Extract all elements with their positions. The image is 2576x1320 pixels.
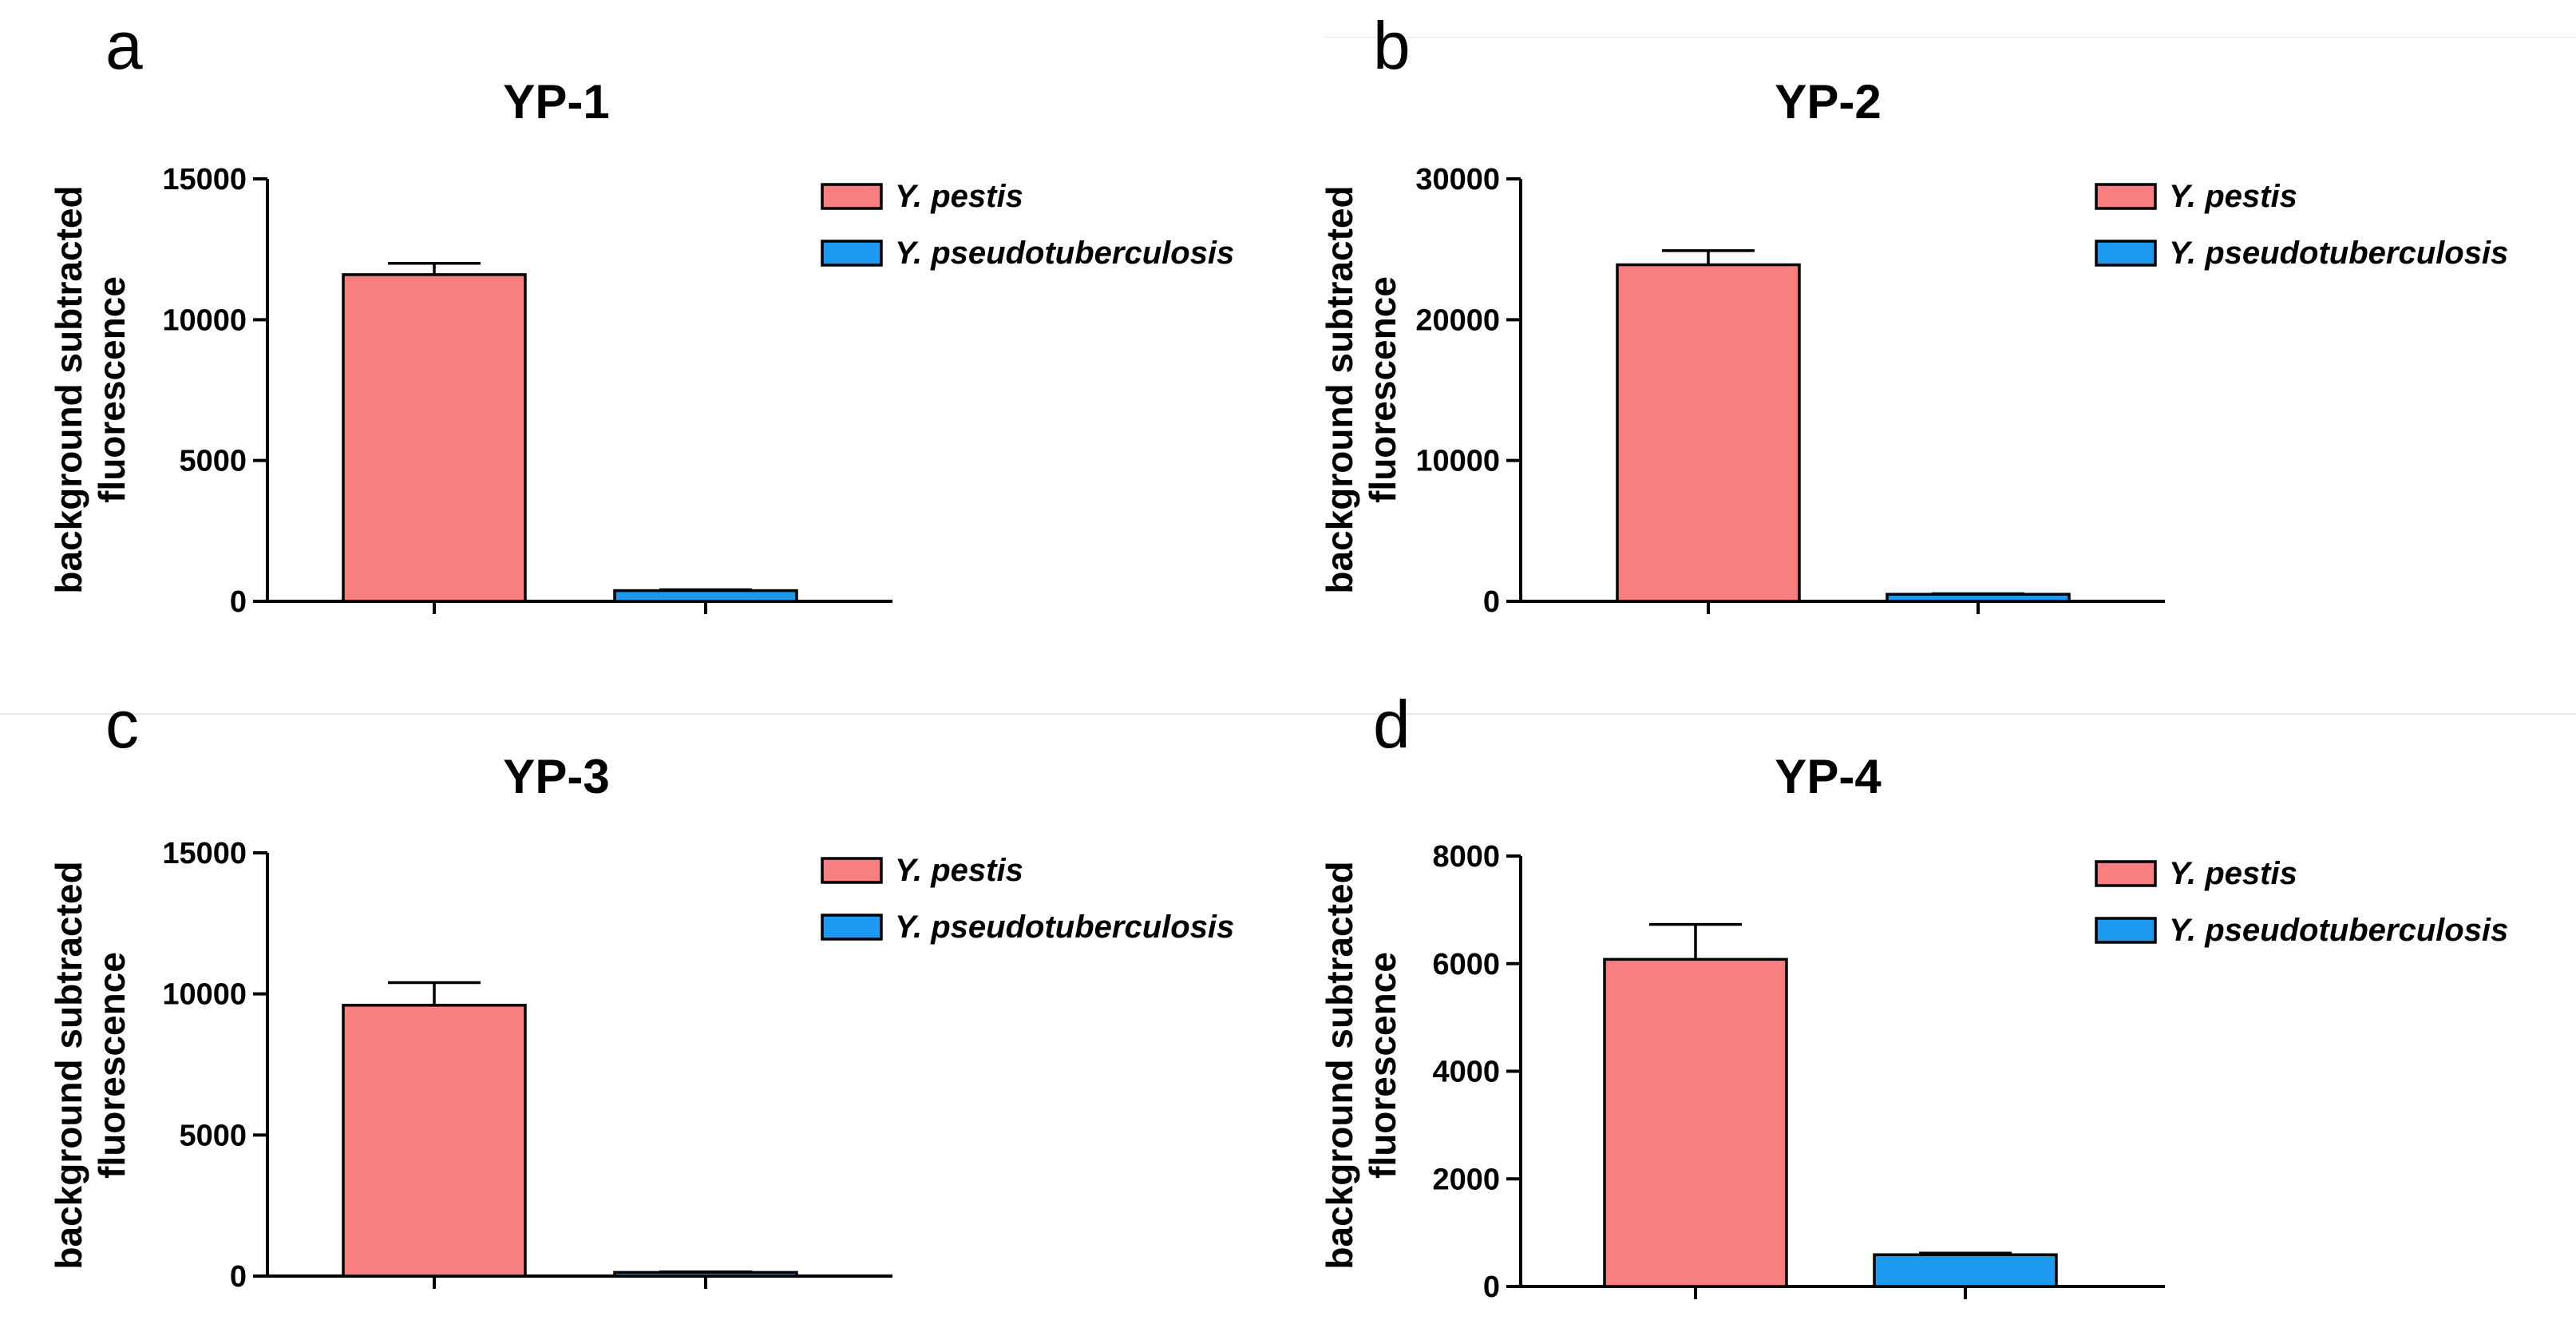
legend-swatch-pseudo bbox=[2095, 917, 2157, 944]
y-axis-label-line: fluorescence bbox=[91, 276, 133, 503]
chart-title: YP-2 bbox=[1775, 75, 1881, 129]
legend-label-pestis: Y. pestis bbox=[2169, 179, 2297, 214]
y-tick-label: 10000 bbox=[1415, 445, 1500, 478]
y-tick-label: 10000 bbox=[162, 303, 247, 337]
y-axis-label: background subtractedfluorescence bbox=[48, 185, 133, 593]
y-axis-label-line: background subtracted bbox=[1319, 861, 1360, 1269]
legend-label-pestis: Y. pestis bbox=[895, 853, 1023, 888]
chart-title: YP-4 bbox=[1775, 750, 1882, 803]
y-axis-label-line: background subtracted bbox=[48, 185, 89, 593]
legend: Y. pestis Y. pseudotuberculosis bbox=[821, 179, 1234, 271]
y-axis-label-line: background subtracted bbox=[48, 861, 89, 1269]
panel-letter: c bbox=[105, 687, 139, 762]
legend-label-pseudo: Y. pseudotuberculosis bbox=[2169, 236, 2508, 271]
horizontal-divider bbox=[0, 713, 2576, 715]
legend-swatch-pestis bbox=[821, 183, 883, 210]
y-axis-label-line: fluorescence bbox=[91, 952, 133, 1179]
y-tick-label: 20000 bbox=[1415, 303, 1500, 337]
panel-letter: a bbox=[105, 8, 143, 83]
legend-swatch-pseudo bbox=[821, 914, 883, 941]
y-tick-label: 8000 bbox=[1432, 840, 1500, 874]
y-tick-label: 5000 bbox=[179, 445, 247, 478]
chart-panel-b: b YP-2 background subtractedfluorescence 0 1… bbox=[1319, 8, 2508, 619]
y-tick-label: 6000 bbox=[1432, 948, 1500, 981]
y-tick-label: 30000 bbox=[1415, 163, 1500, 196]
panel-letter: b bbox=[1373, 8, 1411, 83]
legend-label-pseudo: Y. pseudotuberculosis bbox=[895, 910, 1234, 945]
legend-label-pseudo: Y. pseudotuberculosis bbox=[895, 236, 1234, 271]
top-divider bbox=[1325, 37, 2576, 38]
y-tick-label: 15000 bbox=[162, 163, 247, 196]
y-tick-label: 2000 bbox=[1432, 1163, 1500, 1196]
legend-label-pestis: Y. pestis bbox=[2169, 856, 2297, 891]
y-tick-label: 4000 bbox=[1432, 1056, 1500, 1089]
legend-swatch-pestis bbox=[821, 857, 883, 884]
panel-letter: d bbox=[1373, 687, 1411, 762]
chart-panel-c: c YP-3 background subtractedfluorescence 0 5… bbox=[48, 687, 1234, 1294]
legend-swatch-pseudo bbox=[821, 240, 883, 267]
bar-pseudo bbox=[613, 589, 798, 603]
y-tick-label: 0 bbox=[1483, 1270, 1500, 1304]
chart-panel-d: d YP-4 background subtractedfluorescence 0 2… bbox=[1319, 687, 2508, 1304]
y-axis-label-line: fluorescence bbox=[1362, 952, 1403, 1179]
bar-pestis bbox=[342, 1004, 527, 1278]
y-tick-label: 0 bbox=[230, 585, 247, 619]
y-tick-label: 5000 bbox=[179, 1119, 247, 1152]
y-axis-label: background subtractedfluorescence bbox=[1319, 185, 1403, 593]
legend-label-pseudo: Y. pseudotuberculosis bbox=[2169, 913, 2508, 948]
bar-pseudo bbox=[1886, 593, 2071, 603]
legend-swatch-pestis bbox=[2095, 860, 2157, 887]
legend-swatch-pestis bbox=[2095, 183, 2157, 210]
y-axis-label-line: background subtracted bbox=[1319, 185, 1360, 593]
chart-title: YP-3 bbox=[503, 750, 609, 803]
legend: Y. pestis Y. pseudotuberculosis bbox=[2095, 179, 2508, 271]
y-axis-label: background subtractedfluorescence bbox=[1319, 861, 1403, 1269]
y-axis-label: background subtractedfluorescence bbox=[48, 861, 133, 1269]
chart-title: YP-1 bbox=[503, 75, 609, 129]
y-tick-label: 15000 bbox=[162, 837, 247, 870]
chart-panel-a: a YP-1 background subtractedfluorescence 0 5… bbox=[48, 8, 1234, 619]
y-axis-label-line: fluorescence bbox=[1362, 276, 1403, 503]
bar-pseudo bbox=[1873, 1253, 2058, 1288]
legend: Y. pestis Y. pseudotuberculosis bbox=[2095, 856, 2508, 948]
legend-swatch-pseudo bbox=[2095, 240, 2157, 267]
y-tick-label: 0 bbox=[1483, 585, 1500, 619]
y-tick-label: 10000 bbox=[162, 978, 247, 1012]
bar-pestis bbox=[342, 273, 527, 603]
legend-label-pestis: Y. pestis bbox=[895, 179, 1023, 214]
bar-pestis bbox=[1603, 957, 1788, 1288]
y-tick-label: 0 bbox=[230, 1260, 247, 1294]
bar-pseudo bbox=[613, 1270, 798, 1278]
legend: Y. pestis Y. pseudotuberculosis bbox=[821, 853, 1234, 945]
bar-pestis bbox=[1616, 263, 1801, 603]
